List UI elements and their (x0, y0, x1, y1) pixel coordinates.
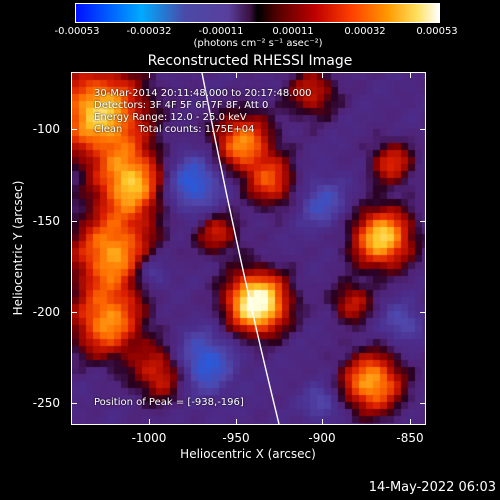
x-axis-label: Heliocentric X (arcsec) (180, 447, 316, 461)
time-range-label: 30-Mar-2014 20:11:48.000 to 20:17:48.000 (94, 88, 312, 99)
x-tick-mark (410, 419, 411, 425)
y-tick-label: -150 (32, 214, 60, 228)
method-counts-label: Clean Total counts: 1.75E+04 (94, 124, 255, 135)
y-tick-mark (420, 403, 426, 404)
y-tick-mark (71, 221, 77, 222)
x-tick-mark (149, 419, 150, 425)
colorbar-tick: -0.00011 (198, 26, 244, 37)
x-tick-mark (410, 72, 411, 78)
x-tick-label: -900 (308, 431, 336, 445)
flux-map (72, 73, 425, 424)
colorbar (75, 3, 440, 23)
y-tick-label: -250 (32, 396, 60, 410)
colorbar-tick: -0.00053 (54, 26, 100, 37)
y-tick-mark (71, 129, 77, 130)
y-tick-label: -200 (32, 305, 60, 319)
x-tick-mark (149, 72, 150, 78)
x-tick-label: -1000 (131, 431, 167, 445)
colorbar-tick: -0.00032 (126, 26, 172, 37)
energy-range-label: Energy Range: 12.0 - 25.0 keV (94, 112, 247, 123)
colorbar-tick: 0.00053 (416, 26, 458, 37)
x-tick-label: -950 (222, 431, 250, 445)
y-axis-label: Heliocentric Y (arcsec) (11, 180, 25, 316)
y-tick-mark (420, 221, 426, 222)
y-tick-mark (71, 403, 77, 404)
solar-limb-overlay (201, 73, 280, 424)
x-tick-mark (236, 419, 237, 425)
detectors-label: Detectors: 3F 4F 5F 6F 7F 8F, Att 0 (94, 100, 269, 111)
x-tick-mark (322, 419, 323, 425)
y-tick-mark (420, 312, 426, 313)
solar-limb-line (201, 73, 280, 424)
colorbar-tick: 0.00011 (272, 26, 314, 37)
datestamp: 14-May-2022 06:03 (368, 480, 496, 495)
y-tick-label: -100 (32, 122, 60, 136)
colorbar-unit: (photons cm⁻² s⁻¹ asec⁻²) (193, 38, 323, 49)
x-tick-mark (322, 72, 323, 78)
x-tick-label: -850 (396, 431, 424, 445)
colorbar-tick: 0.00032 (344, 26, 386, 37)
rhessi-image-panel (71, 72, 426, 425)
x-tick-mark (236, 72, 237, 78)
y-tick-mark (71, 312, 77, 313)
image-title: Reconstructed RHESSI Image (147, 53, 353, 69)
y-tick-mark (420, 129, 426, 130)
peak-position-label: Position of Peak = [-938,-196] (94, 397, 244, 408)
